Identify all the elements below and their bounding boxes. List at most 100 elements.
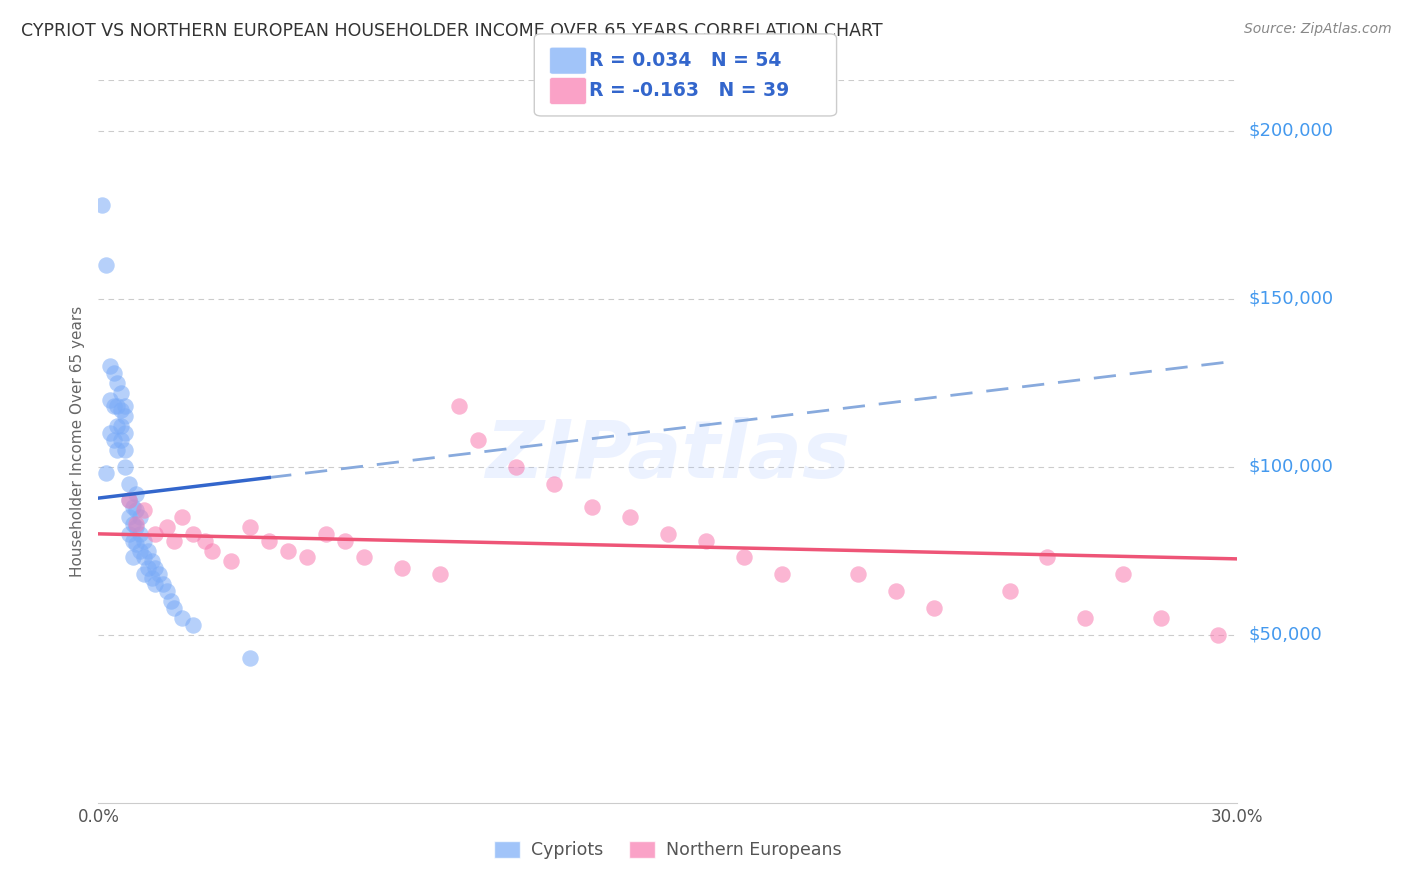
Point bbox=[121, 516, 143, 531]
Y-axis label: Householder Income Over 65 years: Householder Income Over 65 years bbox=[69, 306, 84, 577]
Point bbox=[121, 500, 143, 514]
Point bbox=[156, 584, 179, 599]
Point bbox=[103, 366, 125, 380]
Point bbox=[239, 520, 262, 534]
Point bbox=[145, 560, 167, 574]
Point bbox=[132, 533, 155, 548]
Point bbox=[543, 476, 565, 491]
Text: R = -0.163   N = 39: R = -0.163 N = 39 bbox=[589, 81, 789, 101]
Point bbox=[118, 476, 141, 491]
Point bbox=[145, 577, 167, 591]
Text: $50,000: $50,000 bbox=[1249, 626, 1322, 644]
Point bbox=[107, 442, 129, 457]
Point bbox=[505, 459, 527, 474]
Point bbox=[733, 550, 755, 565]
Point bbox=[194, 533, 217, 548]
Point bbox=[114, 409, 136, 424]
Point bbox=[118, 527, 141, 541]
Point bbox=[118, 510, 141, 524]
Point bbox=[170, 510, 193, 524]
Point bbox=[239, 651, 262, 665]
Point bbox=[107, 399, 129, 413]
Point bbox=[103, 433, 125, 447]
Point bbox=[110, 433, 132, 447]
Point bbox=[125, 516, 148, 531]
Point bbox=[125, 537, 148, 551]
Point bbox=[114, 399, 136, 413]
Point bbox=[163, 533, 186, 548]
Point bbox=[114, 426, 136, 441]
Point bbox=[121, 533, 143, 548]
Point bbox=[114, 459, 136, 474]
Point bbox=[107, 419, 129, 434]
Point bbox=[136, 543, 159, 558]
Point bbox=[619, 510, 641, 524]
Point bbox=[884, 584, 907, 599]
Point bbox=[110, 419, 132, 434]
Text: $200,000: $200,000 bbox=[1249, 121, 1333, 140]
Text: R = 0.034   N = 54: R = 0.034 N = 54 bbox=[589, 51, 782, 70]
Point bbox=[922, 600, 945, 615]
Point bbox=[145, 527, 167, 541]
Point bbox=[103, 399, 125, 413]
Point bbox=[1208, 628, 1230, 642]
Point bbox=[152, 577, 174, 591]
Point bbox=[391, 560, 413, 574]
Point bbox=[141, 571, 163, 585]
Point bbox=[657, 527, 679, 541]
Point bbox=[846, 567, 869, 582]
Point bbox=[998, 584, 1021, 599]
Point bbox=[98, 426, 121, 441]
Point bbox=[94, 467, 117, 481]
Point bbox=[183, 617, 205, 632]
Point bbox=[467, 433, 489, 447]
Point bbox=[695, 533, 717, 548]
Text: $150,000: $150,000 bbox=[1249, 290, 1333, 308]
Point bbox=[132, 567, 155, 582]
Point bbox=[297, 550, 319, 565]
Point bbox=[114, 442, 136, 457]
Point bbox=[107, 376, 129, 390]
Point bbox=[129, 527, 152, 541]
Point bbox=[148, 567, 170, 582]
Text: CYPRIOT VS NORTHERN EUROPEAN HOUSEHOLDER INCOME OVER 65 YEARS CORRELATION CHART: CYPRIOT VS NORTHERN EUROPEAN HOUSEHOLDER… bbox=[21, 22, 883, 40]
Point bbox=[159, 594, 181, 608]
Point bbox=[98, 392, 121, 407]
Text: Source: ZipAtlas.com: Source: ZipAtlas.com bbox=[1244, 22, 1392, 37]
Point bbox=[221, 554, 243, 568]
Point bbox=[129, 543, 152, 558]
Point bbox=[98, 359, 121, 373]
Point bbox=[353, 550, 375, 565]
Point bbox=[1036, 550, 1059, 565]
Point bbox=[132, 503, 155, 517]
Point bbox=[91, 197, 114, 211]
Point bbox=[170, 611, 193, 625]
Point bbox=[125, 486, 148, 500]
Point bbox=[581, 500, 603, 514]
Point bbox=[259, 533, 281, 548]
Point bbox=[125, 503, 148, 517]
Point bbox=[136, 560, 159, 574]
Point bbox=[129, 510, 152, 524]
Point bbox=[335, 533, 357, 548]
Point bbox=[163, 600, 186, 615]
Point bbox=[429, 567, 451, 582]
Point bbox=[277, 543, 299, 558]
Point bbox=[315, 527, 337, 541]
Text: $100,000: $100,000 bbox=[1249, 458, 1333, 475]
Point bbox=[156, 520, 179, 534]
Point bbox=[118, 493, 141, 508]
Point bbox=[118, 493, 141, 508]
Point bbox=[110, 385, 132, 400]
Point bbox=[132, 550, 155, 565]
Point bbox=[125, 520, 148, 534]
Point bbox=[201, 543, 224, 558]
Point bbox=[94, 258, 117, 272]
Point bbox=[121, 550, 143, 565]
Point bbox=[449, 399, 471, 413]
Legend: Cypriots, Northern Europeans: Cypriots, Northern Europeans bbox=[488, 834, 848, 866]
Point bbox=[110, 402, 132, 417]
Point bbox=[1112, 567, 1135, 582]
Point bbox=[183, 527, 205, 541]
Text: ZIPatlas: ZIPatlas bbox=[485, 417, 851, 495]
